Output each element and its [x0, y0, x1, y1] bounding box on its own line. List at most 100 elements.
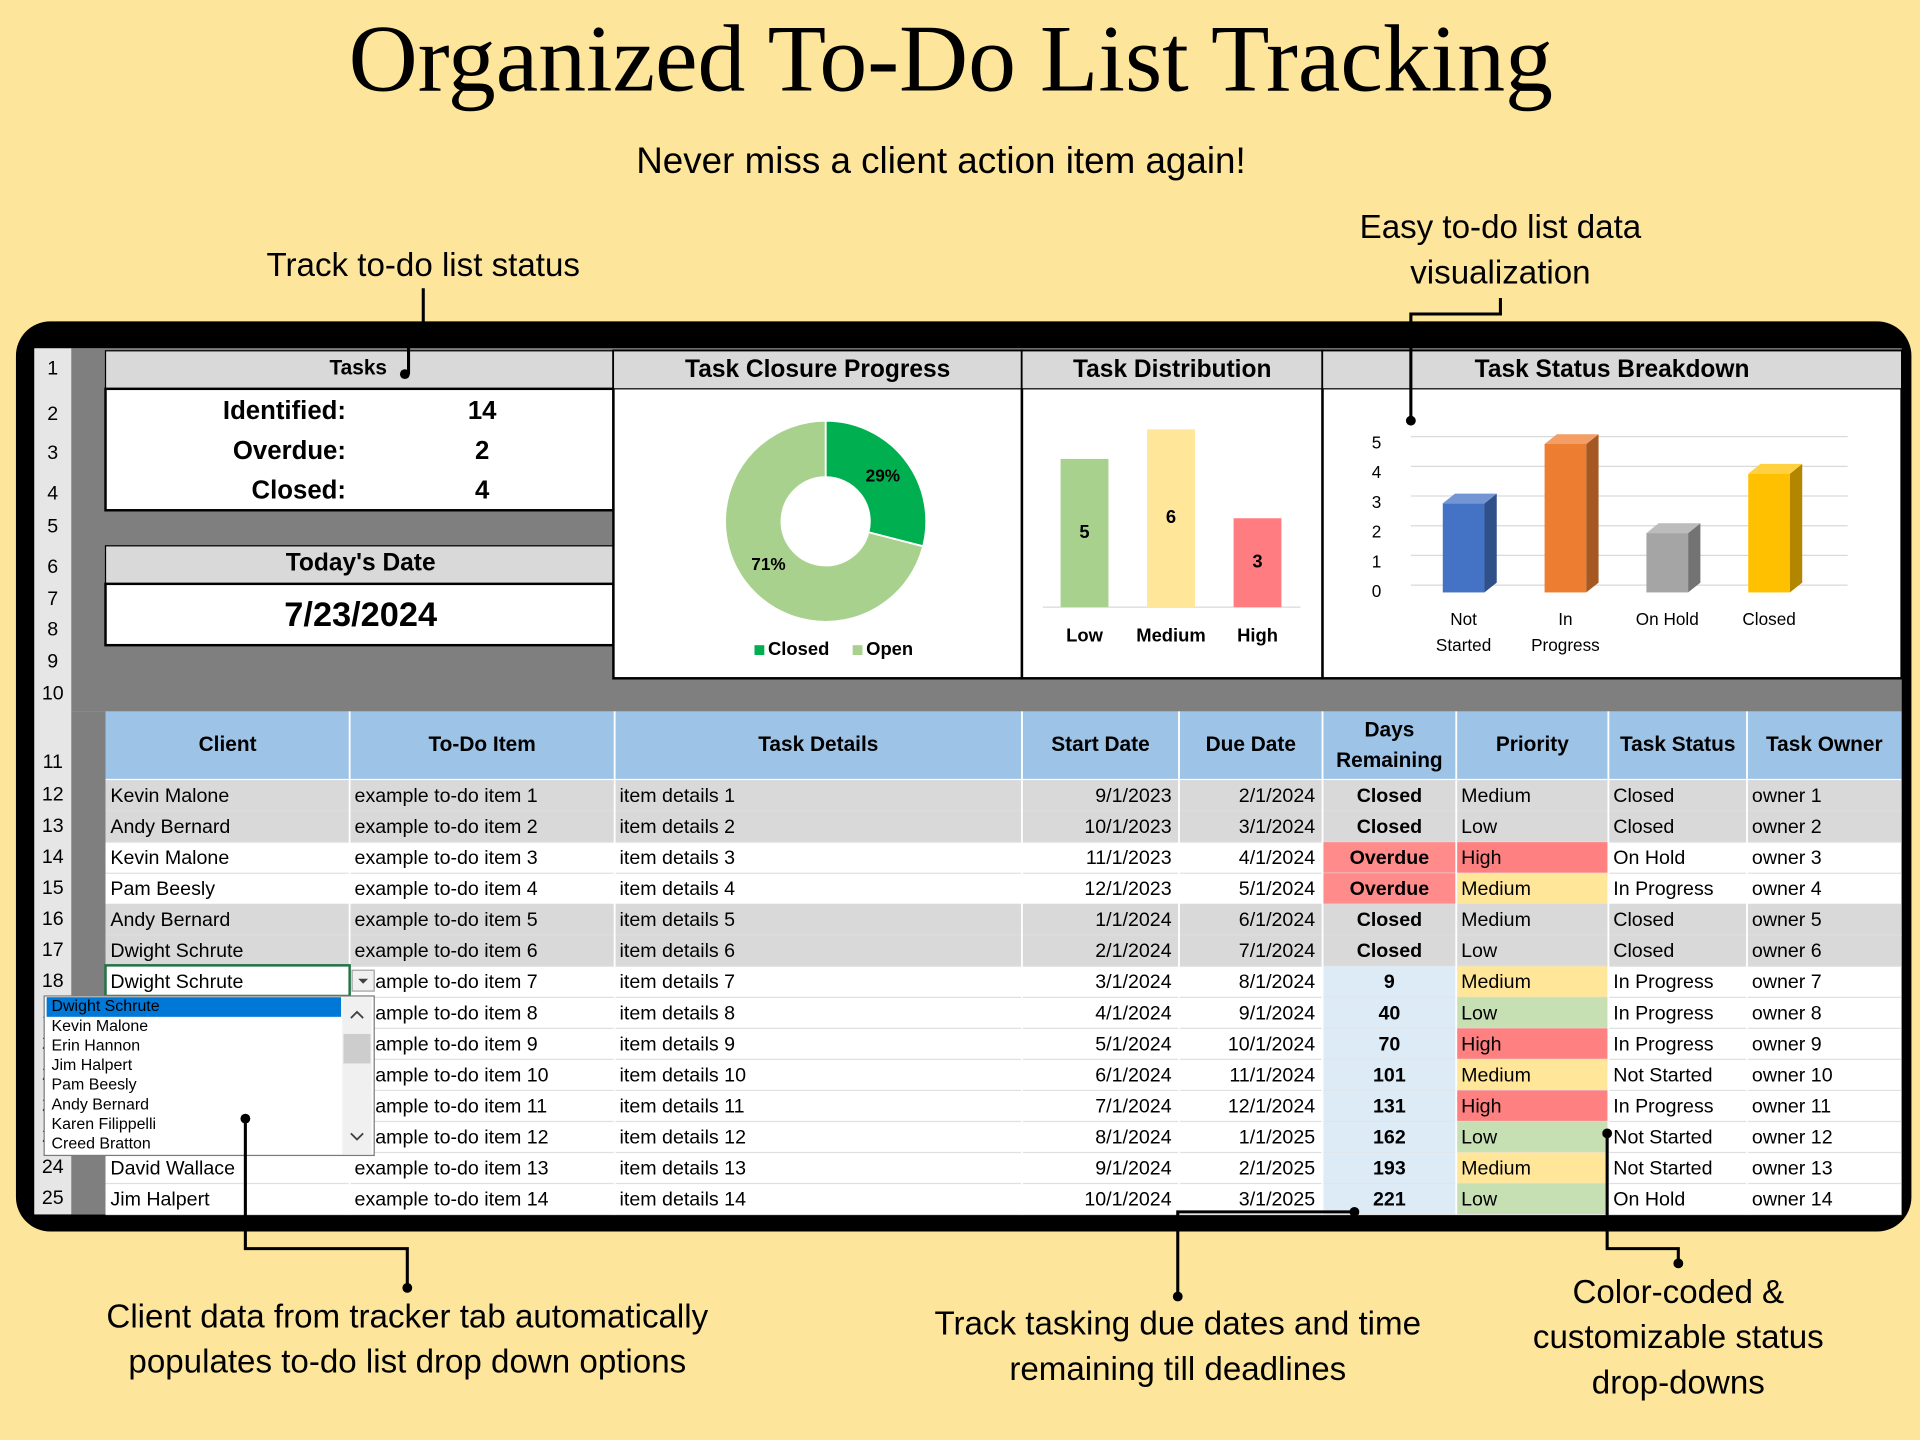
table-cell: Medium	[1461, 971, 1531, 993]
table-cell: 162	[1373, 1126, 1406, 1148]
table-cell: 2/1/2024	[1095, 940, 1171, 962]
days-cell-bg	[1322, 1090, 1457, 1122]
row-number: 1	[47, 357, 58, 379]
dot	[399, 369, 410, 380]
table-cell: item details 1	[620, 785, 736, 807]
x-tick-label: Progress	[1531, 635, 1600, 655]
connector	[1176, 1210, 1355, 1297]
table-cell: Closed	[1613, 785, 1674, 807]
days-cell-bg	[1322, 1028, 1457, 1060]
bar-top	[1748, 463, 1803, 474]
dropdown-item[interactable]: Pam Beesly	[52, 1077, 137, 1094]
table-cell: Kevin Malone	[110, 847, 229, 869]
summary-title: Tasks	[329, 357, 387, 380]
table-cell: 221	[1373, 1188, 1406, 1210]
table-cell: Overdue	[1350, 878, 1430, 900]
table-cell: High	[1461, 1033, 1501, 1055]
x-tick-label: Medium	[1136, 624, 1205, 645]
table-cell: item details 13	[620, 1157, 747, 1179]
callout-text: Client data from tracker tab automatical…	[106, 1298, 708, 1335]
days-cell-bg	[1322, 935, 1457, 967]
x-tick-label: In	[1558, 609, 1572, 629]
table-cell: Medium	[1461, 785, 1531, 807]
bar-front	[1748, 473, 1790, 593]
table-cell: Not Started	[1613, 1064, 1712, 1086]
days-cell-bg	[1322, 997, 1457, 1029]
column-header: Due Date	[1206, 733, 1296, 756]
table-cell: item details 3	[620, 847, 736, 869]
table-cell: owner 3	[1752, 847, 1822, 869]
row-number: 2	[47, 403, 58, 425]
dropdown-item[interactable]: Erin Hannon	[52, 1037, 141, 1054]
table-cell: item details 5	[620, 909, 736, 931]
table-cell: item details 8	[620, 1002, 736, 1024]
table-cell: item details 11	[620, 1095, 745, 1117]
dot	[240, 1113, 251, 1124]
dropdown-item[interactable]: Jim Halpert	[52, 1057, 133, 1074]
days-cell-bg	[1322, 842, 1457, 874]
table-cell: owner 8	[1752, 1002, 1822, 1024]
table-cell: In Progress	[1613, 1095, 1713, 1117]
today-date: 7/23/2024	[284, 596, 437, 634]
chart-header	[612, 350, 1023, 390]
table-cell: 9/1/2024	[1239, 1002, 1315, 1024]
table-cell: item details 9	[620, 1033, 736, 1055]
row-number: 6	[47, 556, 58, 578]
table-cell: 6/1/2024	[1239, 909, 1315, 931]
table-cell: example to-do item 6	[355, 940, 538, 962]
today-header	[104, 545, 615, 585]
table-cell: 1/1/2024	[1095, 909, 1171, 931]
row-number: 15	[42, 877, 64, 899]
x-tick-label: Started	[1436, 635, 1491, 655]
table-cell: 9/1/2024	[1095, 1157, 1171, 1179]
table-cell: example to-do item 5	[355, 909, 538, 931]
table-cell: example to-do item 2	[355, 816, 538, 838]
days-cell-bg	[1322, 780, 1457, 812]
dropdown-item[interactable]: Creed Bratton	[52, 1136, 151, 1153]
table-cell: example to-do item 10	[355, 1064, 549, 1086]
summary-label: Overdue:	[233, 437, 346, 465]
callout-text: visualization	[1410, 255, 1590, 292]
table-cell: 8/1/2024	[1239, 971, 1315, 993]
table-cell: owner 6	[1752, 940, 1822, 962]
table-cell: 10/1/2024	[1084, 1188, 1171, 1210]
connector	[407, 288, 425, 375]
summary-value: 4	[475, 477, 490, 505]
connectors	[243, 288, 1680, 1297]
table-cell: 101	[1373, 1064, 1406, 1086]
bar-front	[1442, 503, 1485, 593]
table-cell: example to-do item 13	[355, 1157, 549, 1179]
dropdown-item[interactable]: Karen Filippelli	[52, 1116, 157, 1133]
row-number: 7	[47, 588, 58, 610]
table-cell: 11/1/2023	[1086, 847, 1172, 869]
scrollbar-thumb	[343, 1034, 371, 1064]
table-cell: In Progress	[1613, 1002, 1713, 1024]
table-cell: Not Started	[1613, 1157, 1712, 1179]
bar-top	[1442, 493, 1497, 504]
x-tick-label: High	[1237, 624, 1278, 645]
bar	[1233, 518, 1282, 608]
days-cell-bg	[1322, 873, 1457, 905]
y-tick-label: 2	[1372, 522, 1382, 542]
dropdown-item[interactable]: Kevin Malone	[52, 1018, 149, 1035]
bar-top	[1544, 434, 1599, 445]
table-cell: owner 5	[1752, 909, 1822, 931]
column-header: Remaining	[1336, 749, 1443, 772]
table-cell: owner 11	[1752, 1095, 1831, 1117]
row-number: 8	[47, 619, 58, 641]
table-cell: 12/1/2023	[1084, 878, 1171, 900]
bar	[1147, 429, 1195, 608]
dropdown-item[interactable]: Andy Bernard	[52, 1096, 149, 1113]
x-tick-label: Not	[1450, 609, 1477, 629]
summary-label: Identified:	[223, 397, 346, 425]
dropdown-item[interactable]: Dwight Schrute	[52, 998, 160, 1015]
row-number: 13	[42, 815, 64, 837]
slice-label: 71%	[751, 554, 785, 574]
table-cell: 7/1/2024	[1095, 1095, 1171, 1117]
table-cell: Low	[1461, 1126, 1498, 1148]
table-cell: In Progress	[1613, 878, 1713, 900]
pie-slice	[724, 419, 925, 623]
dot	[1405, 415, 1416, 426]
priority-cell-bg	[1456, 1028, 1609, 1060]
